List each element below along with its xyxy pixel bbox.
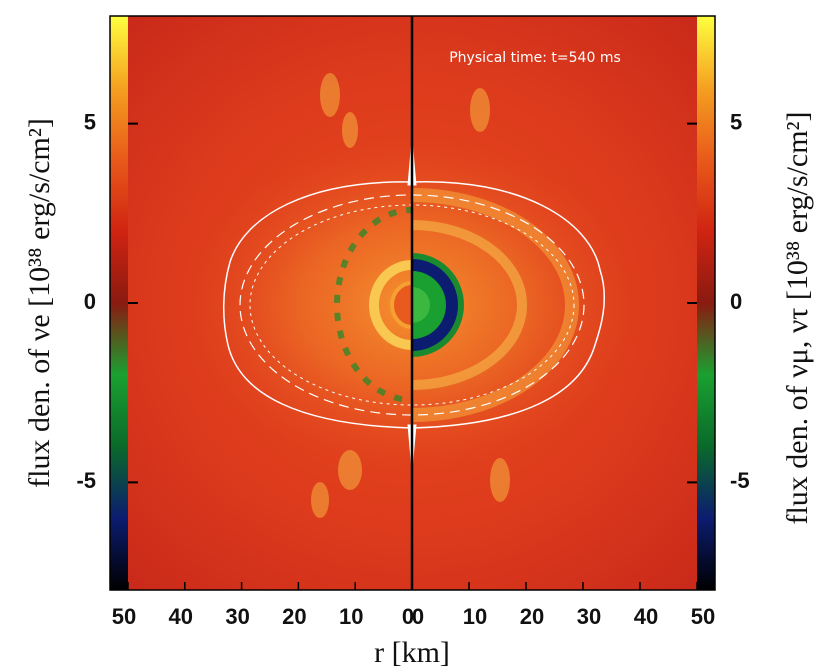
y-tick-label: -5 [76,468,96,493]
x-tick-label: 40 [634,604,658,629]
left-structure [334,207,412,403]
x-tick-label: 50 [112,604,136,629]
x-tick-label: 0 [412,604,424,629]
x-tick-label: 50 [691,604,715,629]
annotation: Physical time: t=540 ms [449,50,621,66]
x-tick-label: 10 [463,604,487,629]
heatmap [109,15,716,591]
y-tick-label: 0 [84,289,96,314]
right-structure [412,188,579,422]
y-tick-label: -5 [730,468,750,493]
y-tick-label: 0 [730,289,742,314]
x-tick-label: 10 [339,604,363,629]
left-axis-label: flux den. of νe [10³⁸ erg/s/cm²] [23,118,56,488]
x-tick-label: 40 [169,604,193,629]
x-tick-label: 20 [282,604,306,629]
blobs [311,73,510,518]
x-tick-label: 20 [520,604,544,629]
right-colorbar [697,16,715,590]
x-tick-label: 30 [225,604,249,629]
x-tick-label: 0 [402,604,414,629]
x-tick-label: 30 [577,604,601,629]
y-tick-label: 5 [84,109,96,134]
y-tick-label: 5 [730,109,742,134]
left-colorbar [110,16,128,590]
right-axis-label: flux den. of νμ, ντ [10³⁸ erg/s/cm²] [781,111,814,524]
x-axis-label: r [km] [374,636,450,669]
